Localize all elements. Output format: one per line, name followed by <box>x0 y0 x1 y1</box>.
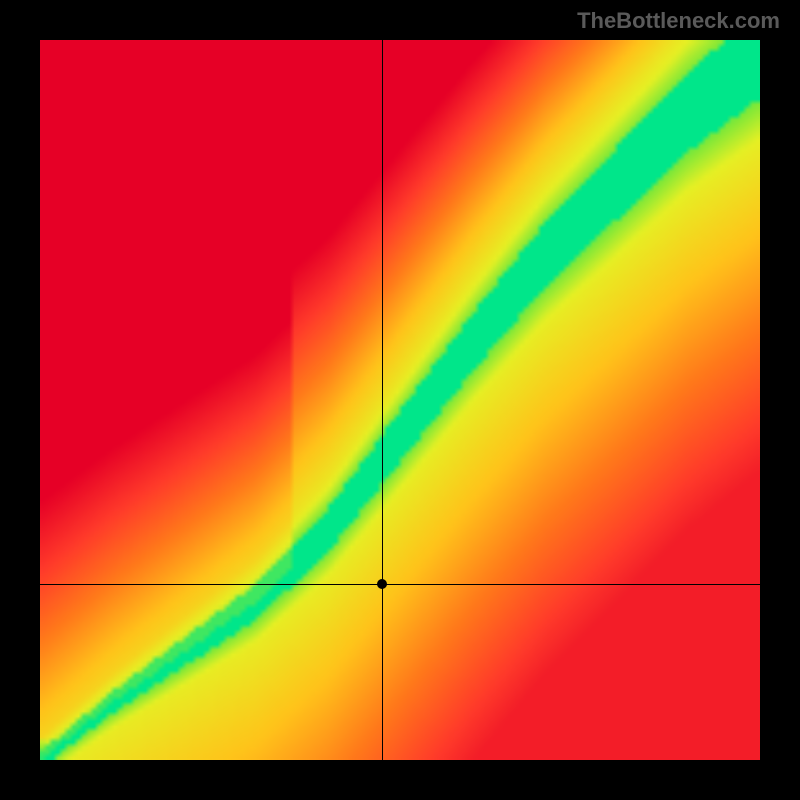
heatmap-canvas <box>40 40 760 760</box>
plot-area <box>40 40 760 760</box>
watermark-text: TheBottleneck.com <box>577 8 780 34</box>
crosshair-horizontal <box>40 584 760 585</box>
marker-dot <box>377 579 387 589</box>
crosshair-vertical <box>382 40 383 760</box>
